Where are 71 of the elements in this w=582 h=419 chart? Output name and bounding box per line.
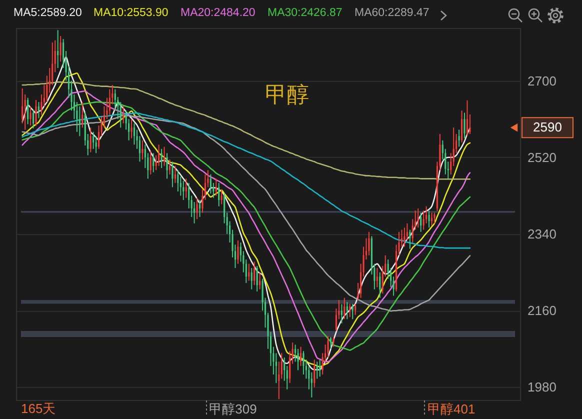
candlestick — [95, 136, 97, 154]
candlestick — [300, 346, 302, 366]
candlestick — [237, 240, 239, 264]
candlestick — [198, 199, 201, 218]
candlestick — [434, 212, 436, 224]
candlestick — [152, 152, 154, 173]
candlestick — [82, 102, 84, 128]
candlestick — [256, 265, 258, 292]
text: MA5:2589.20 — [14, 7, 82, 20]
candlestick — [314, 359, 316, 388]
text: MA10:2553.90 — [94, 7, 168, 20]
candlestick — [340, 304, 342, 324]
candlestick — [409, 229, 411, 250]
candlestick — [218, 182, 220, 207]
candlestick — [354, 303, 356, 316]
candlestick — [297, 348, 299, 371]
candlestick — [160, 148, 162, 169]
candlestick — [196, 197, 198, 220]
text: 甲醇 — [265, 82, 309, 107]
candlestick — [150, 150, 152, 175]
candlestick — [458, 129, 460, 148]
y-tick-label: 2700 — [528, 73, 556, 88]
y-tick-label: 2340 — [528, 226, 556, 242]
text: 165天 — [21, 401, 56, 416]
candlestick — [182, 180, 184, 200]
candlestick — [302, 350, 304, 375]
candlestick — [332, 336, 334, 348]
candlestick — [133, 122, 136, 146]
candlestick — [60, 36, 62, 62]
candlestick — [78, 106, 80, 137]
candlestick — [185, 178, 187, 198]
candlestick — [32, 109, 34, 129]
candlestick — [466, 100, 468, 137]
candlestick — [130, 118, 132, 139]
candlestick — [469, 114, 471, 134]
x-tick-label: 甲醇401 — [428, 402, 476, 416]
candlestick — [422, 210, 424, 230]
candlestick — [35, 99, 37, 126]
text: 2590 — [533, 120, 562, 135]
candlestick — [27, 97, 29, 125]
candlestick — [250, 268, 252, 290]
text: MA20:2484.20 — [180, 7, 256, 20]
candlestick — [215, 178, 217, 196]
candlestick — [428, 210, 430, 228]
candlestick — [420, 212, 422, 232]
candlestick — [172, 161, 174, 188]
candlestick — [142, 140, 144, 160]
text: MA30:2426.87 — [268, 7, 342, 20]
candlestick — [460, 110, 463, 143]
candlestick — [376, 268, 378, 288]
candlestick — [177, 170, 179, 192]
x-tick-label: 甲醇309 — [209, 402, 257, 416]
candlestick — [210, 174, 212, 194]
candlestick — [92, 131, 94, 150]
candlestick — [404, 227, 406, 248]
y-tick-label: 2520 — [528, 150, 556, 165]
candlestick — [30, 106, 32, 126]
candlestick — [108, 88, 110, 116]
y-tick-label: 1980 — [528, 380, 556, 395]
legend-label: MA60:2289.47 — [354, 7, 430, 20]
candlestick — [344, 297, 346, 320]
candlestick — [464, 112, 466, 139]
y-tick-label: 2160 — [528, 303, 556, 318]
candlestick — [379, 272, 381, 298]
candlestick — [90, 127, 92, 153]
candlestick — [327, 336, 329, 358]
candlestick — [220, 188, 222, 205]
candlestick — [166, 152, 168, 180]
candlestick — [158, 144, 160, 166]
candlestick — [254, 261, 256, 286]
candlestick — [368, 231, 370, 256]
